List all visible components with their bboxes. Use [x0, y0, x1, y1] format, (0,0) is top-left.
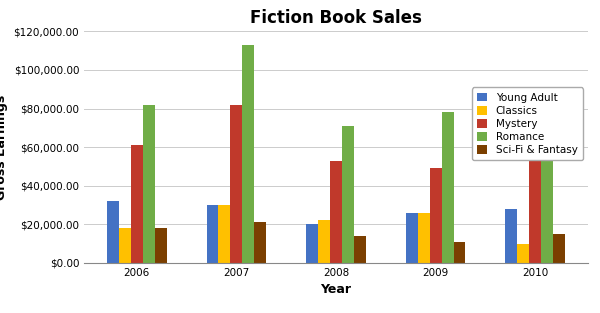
- Bar: [230, 105, 242, 263]
- Bar: [454, 242, 466, 263]
- Legend: Young Adult, Classics, Mystery, Romance, Sci-Fi & Fantasy: Young Adult, Classics, Mystery, Romance,…: [472, 88, 583, 160]
- Title: Fiction Book Sales: Fiction Book Sales: [250, 9, 422, 27]
- Bar: [330, 161, 342, 263]
- Bar: [306, 224, 318, 263]
- Bar: [143, 105, 155, 263]
- Bar: [342, 126, 354, 263]
- Bar: [442, 112, 454, 263]
- Y-axis label: Gross Earnings: Gross Earnings: [0, 95, 8, 200]
- Bar: [107, 201, 119, 263]
- X-axis label: Year: Year: [320, 283, 352, 296]
- Bar: [119, 228, 131, 263]
- Bar: [505, 209, 517, 263]
- Bar: [131, 145, 143, 263]
- Bar: [254, 222, 266, 263]
- Bar: [242, 45, 254, 263]
- Bar: [206, 205, 218, 263]
- Bar: [155, 228, 167, 263]
- Bar: [541, 99, 553, 263]
- Bar: [418, 213, 430, 263]
- Bar: [218, 205, 230, 263]
- Bar: [354, 236, 366, 263]
- Bar: [406, 213, 418, 263]
- Bar: [517, 244, 529, 263]
- Bar: [553, 234, 565, 263]
- Bar: [529, 157, 541, 263]
- Bar: [430, 168, 442, 263]
- Bar: [318, 220, 330, 263]
